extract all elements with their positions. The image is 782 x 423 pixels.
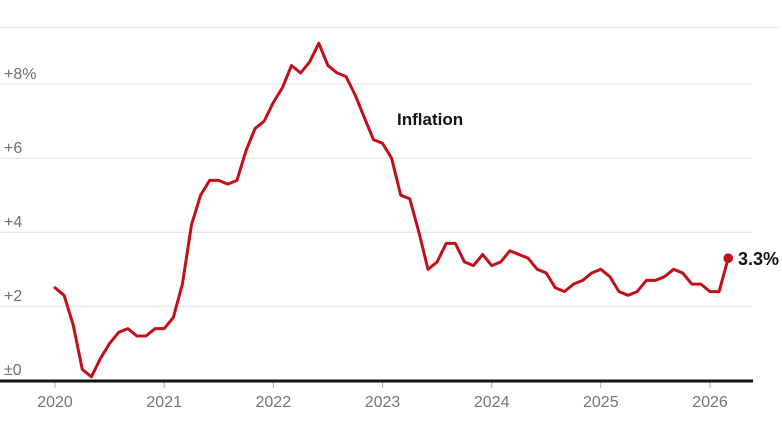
latest-value-label: 3.3% xyxy=(738,249,779,269)
y-axis-label-6: +6 xyxy=(4,140,22,157)
x-axis-label-2022: 2022 xyxy=(256,394,292,411)
inflation-line xyxy=(53,41,730,379)
x-axis-label-2020: 2020 xyxy=(37,394,73,411)
x-axis-label-2025: 2025 xyxy=(583,394,619,411)
y-axis-label-8: +8% xyxy=(4,66,36,83)
y-axis-label-0: ±0 xyxy=(4,362,22,379)
y-axis-label-2: +2 xyxy=(4,288,22,305)
series-label: Inflation xyxy=(397,110,463,129)
latest-point-dot xyxy=(723,253,733,263)
y-axis-label-4: +4 xyxy=(4,214,22,231)
x-axis-label-2024: 2024 xyxy=(474,394,510,411)
x-axis-label-2023: 2023 xyxy=(365,394,401,411)
x-axis-label-2021: 2021 xyxy=(146,394,182,411)
x-axis-label-2026: 2026 xyxy=(692,394,728,411)
